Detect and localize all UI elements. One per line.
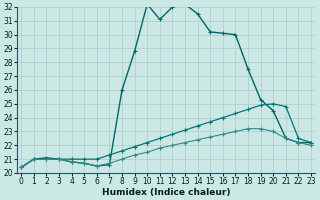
- X-axis label: Humidex (Indice chaleur): Humidex (Indice chaleur): [102, 188, 230, 197]
